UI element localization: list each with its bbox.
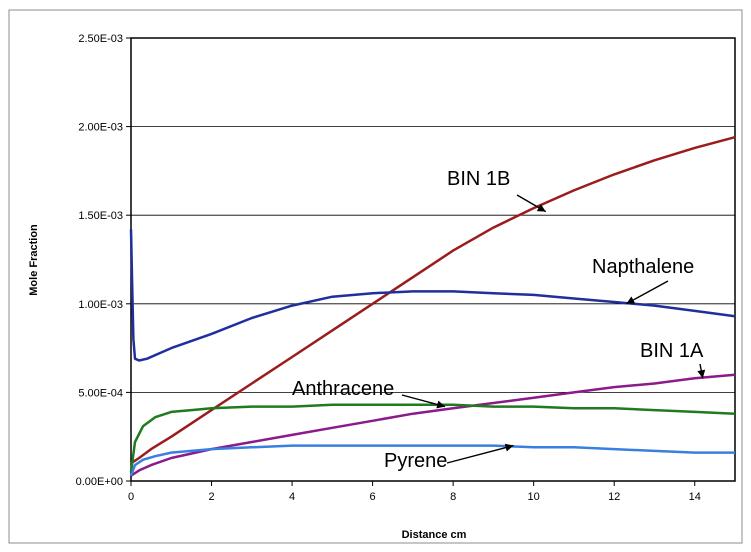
series-line-napthalene	[129, 229, 736, 362]
annotation-arrowhead-pyrene	[504, 443, 514, 452]
x-tick-label: 8	[450, 491, 456, 503]
x-tick-label: 0	[128, 491, 134, 503]
x-tick-label: 2	[208, 491, 214, 503]
series-line-pyrene	[129, 444, 735, 477]
x-axis-ticks: 0 2 4 6 8 10 12 14	[128, 481, 701, 503]
annotation-arrowhead-napthalene	[626, 296, 636, 304]
annotation-label-bin-1b: BIN 1B	[447, 168, 510, 190]
y-tick-label: 5.00E-04	[78, 387, 123, 399]
annotation-layer: BIN 1B Napthalene BIN 1A Anthracene Pyrene	[292, 168, 706, 472]
series-line-anthracene	[129, 403, 736, 473]
y-axis-title: Mole Fraction	[28, 224, 40, 296]
annotation-arrow-pyrene	[446, 444, 514, 464]
annotation-arrowhead-bin-1b	[536, 204, 546, 212]
series-line-bin-1b	[130, 135, 736, 465]
y-axis-ticks: 0.00E+00 5.00E-04 1.00E-03 1.50E-03 2.00E-03…	[76, 33, 131, 488]
x-tick-label: 6	[370, 491, 376, 503]
annotation-arrowhead-bin-1a	[697, 369, 706, 379]
series-line-bin-1a	[130, 373, 736, 477]
y-tick-label: 2.50E-03	[78, 33, 123, 45]
series-layer	[129, 135, 736, 477]
y-tick-label: 1.00E-03	[78, 299, 123, 311]
annotation-label-bin-1a: BIN 1A	[640, 340, 704, 362]
annotation-label-pyrene: Pyrene	[384, 450, 447, 472]
y-tick-label: 0.00E+00	[76, 476, 123, 488]
x-tick-label: 10	[528, 491, 540, 503]
x-tick-label: 4	[289, 491, 295, 503]
x-tick-label: 14	[689, 491, 701, 503]
y-tick-label: 2.00E-03	[78, 122, 123, 134]
annotation-label-napthalene: Napthalene	[592, 256, 694, 278]
x-axis-title: Distance cm	[402, 529, 467, 541]
x-tick-label: 12	[608, 491, 620, 503]
y-tick-label: 1.50E-03	[78, 210, 123, 222]
annotation-arrowhead-anthracene	[436, 400, 446, 409]
annotation-label-anthracene: Anthracene	[292, 378, 394, 400]
